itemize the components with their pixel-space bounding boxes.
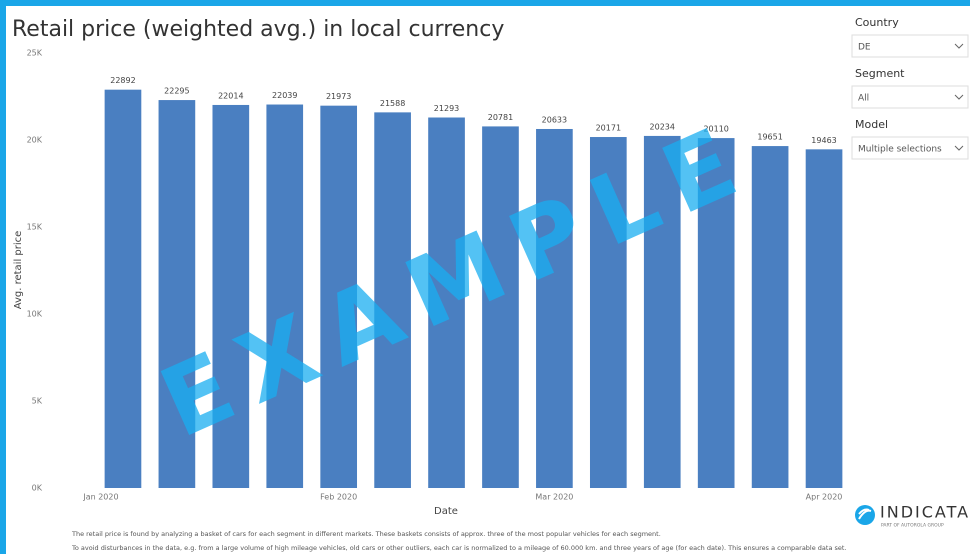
top-frame — [0, 0, 970, 6]
logo-tagline: PART OF AUTOROLA GROUP — [881, 523, 944, 529]
filter-value: All — [858, 94, 869, 104]
left-frame — [0, 0, 6, 554]
bar — [320, 105, 358, 488]
filter[interactable]: Model Multiple selections — [851, 118, 969, 160]
bar — [643, 135, 681, 488]
bar — [428, 117, 465, 488]
data-label: 20171 — [596, 124, 621, 133]
logo-icon — [855, 505, 875, 525]
dropdown[interactable] — [851, 85, 969, 109]
chevron — [954, 145, 964, 151]
bar — [482, 126, 519, 489]
logo-icon-stroke — [858, 508, 872, 520]
y-axis-label: Avg. retail price — [13, 231, 24, 310]
bar — [374, 112, 411, 488]
data-label: 20110 — [703, 125, 728, 134]
bar — [266, 104, 304, 489]
filter[interactable]: Country DE — [851, 16, 969, 58]
y-tick-label: 5K — [32, 397, 43, 406]
data-label: 19651 — [757, 133, 782, 142]
x-axis-label: Date — [434, 506, 458, 517]
y-tick-label: 0K — [32, 484, 43, 493]
y-tick-label: 20K — [27, 136, 43, 145]
footnote: The retail price is found by analyzing a… — [71, 530, 661, 538]
bar — [805, 149, 843, 488]
bar — [536, 128, 573, 489]
bar — [589, 137, 627, 488]
filter-label: Segment — [855, 67, 905, 80]
footnote: To avoid disturbances in the data, e.g. … — [71, 544, 847, 552]
filter-value: DE — [858, 43, 871, 53]
chart-title: Retail price (weighted avg.) in local cu… — [12, 17, 504, 42]
bar — [697, 138, 735, 488]
chevron — [954, 94, 964, 100]
data-label: 22295 — [164, 87, 189, 96]
bar — [158, 100, 196, 488]
x-tick-label: Mar 2020 — [535, 493, 573, 502]
bar — [104, 89, 142, 488]
x-tick-label: Jan 2020 — [82, 493, 118, 502]
x-tick-label: Apr 2020 — [806, 493, 843, 502]
dropdown[interactable] — [851, 34, 969, 58]
data-label: 21588 — [380, 99, 405, 108]
filter-label: Country — [855, 16, 899, 29]
data-label: 19463 — [811, 136, 836, 145]
plot: 0K 5K 10K 15K 20K 25K Jan 2020 22892 22295 22014 2… — [27, 49, 843, 502]
data-label: 22892 — [110, 76, 135, 85]
data-label: 22039 — [272, 91, 297, 100]
y-tick-label: 10K — [27, 310, 43, 319]
data-label: 21293 — [434, 104, 459, 113]
data-label: 20781 — [488, 113, 513, 122]
data-label: 20234 — [650, 122, 675, 131]
chevron — [954, 43, 964, 49]
logo-name: INDICATA — [880, 503, 970, 522]
bar — [751, 146, 789, 488]
data-label: 21973 — [326, 92, 351, 101]
filter[interactable]: Segment All — [851, 67, 969, 109]
data-label: 20633 — [542, 115, 567, 124]
bar — [212, 104, 250, 489]
dropdown[interactable] — [851, 136, 969, 160]
y-tick-label: 25K — [27, 49, 43, 58]
y-tick-label: 15K — [27, 223, 43, 232]
filter-value: Multiple selections — [858, 145, 942, 155]
filter-label: Model — [855, 118, 888, 131]
data-label: 22014 — [218, 91, 243, 100]
logo: INDICATA PART OF AUTOROLA GROUP — [855, 503, 970, 529]
x-tick-label: Feb 2020 — [320, 493, 357, 502]
